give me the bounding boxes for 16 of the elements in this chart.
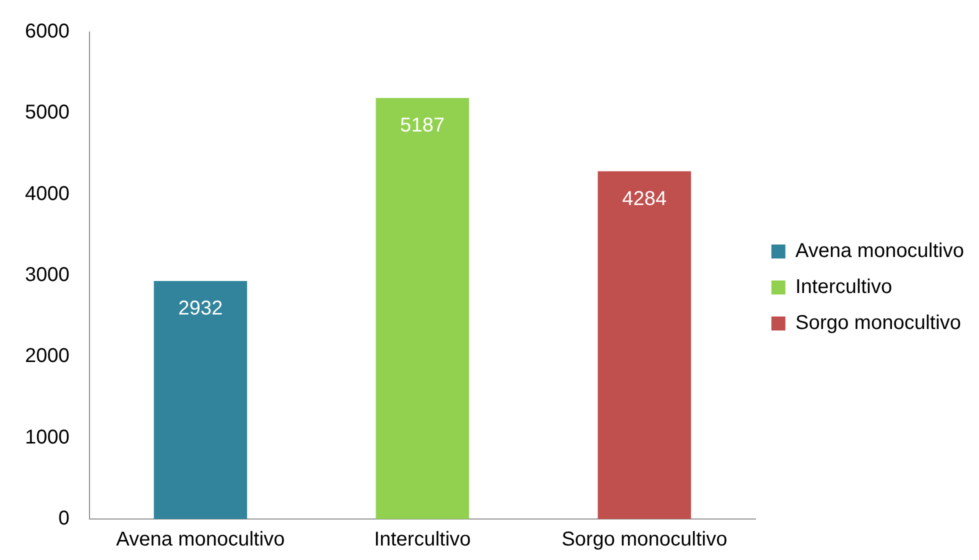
x-tick-label: Intercultivo — [374, 528, 471, 551]
y-tick-label: 6000 — [24, 20, 70, 43]
x-tick-label: Avena monocultivo — [116, 528, 285, 551]
y-tick-label: 3000 — [24, 264, 70, 286]
legend-label: Avena monocultivo — [795, 240, 964, 262]
y-tick-label: 2000 — [24, 345, 70, 368]
legend-label: Intercultivo — [795, 276, 892, 298]
y-tick-label: 1000 — [24, 426, 70, 448]
y-tick-label: 4000 — [24, 182, 70, 205]
y-tick-label: 0 — [58, 508, 70, 530]
x-tick-label: Sorgo monocultivo — [562, 528, 728, 551]
data-label: 5187 — [400, 114, 445, 137]
data-label: 2932 — [178, 298, 223, 320]
legend-label: Sorgo monocultivo — [795, 312, 962, 334]
y-tick-label: 5000 — [24, 102, 70, 124]
data-label: 4284 — [622, 188, 667, 210]
